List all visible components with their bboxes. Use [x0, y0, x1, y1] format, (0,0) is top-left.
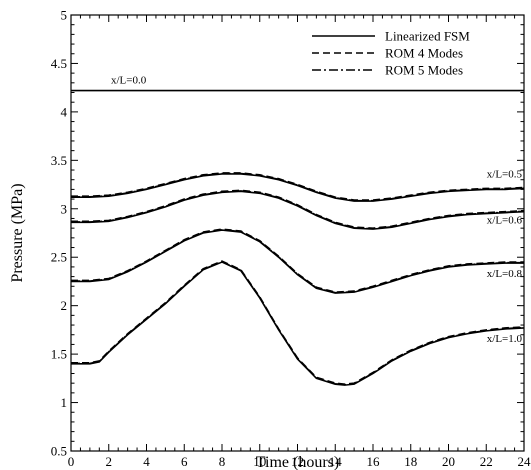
curve-linearized-fsm [71, 173, 525, 202]
x-tick-label: 8 [219, 454, 226, 469]
curve-label: x/L=0.0 [111, 75, 147, 87]
curve-rom-4-modes [71, 260, 525, 385]
y-tick-label: 3.5 [51, 153, 67, 168]
curve-rom-4-modes [71, 189, 525, 229]
legend-label: ROM 4 Modes [385, 46, 463, 61]
x-tick-label: 0 [68, 454, 75, 469]
y-tick-label: 3 [61, 201, 68, 216]
curve-rom-5-modes [71, 228, 524, 294]
y-tick-label: 4.5 [51, 56, 67, 71]
x-tick-label: 20 [442, 454, 455, 469]
y-tick-label: 0.5 [51, 444, 67, 459]
curves-layer: x/L=0.0 x/L=0.5 x/L=0.6 x/L=0.8 x/L=1.0 [71, 75, 525, 386]
y-tick-label: 1 [61, 395, 68, 410]
x-tick-label: 14 [329, 454, 343, 469]
ticks-layer: 0 2 4 6 8 10 12 14 16 18 20 22 240.511.522.533.544.5… [51, 8, 531, 470]
x-tick-label: 4 [143, 454, 150, 469]
curve-linearized-fsm [71, 190, 525, 230]
curve-rom-5-modes [71, 260, 525, 386]
y-tick-label: 2.5 [51, 250, 67, 265]
x-axis-title: Time (hours) [256, 454, 339, 470]
curve-label: x/L=1.0 [487, 333, 523, 345]
curve-label: x/L=0.6 [487, 215, 523, 227]
y-tick-label: 5 [61, 8, 68, 23]
x-tick-label: 12 [291, 454, 304, 469]
x-tick-label: 24 [518, 454, 531, 469]
y-axis-title: Pressure (MPa) [9, 183, 26, 282]
legend-label: Linearized FSM [385, 29, 470, 44]
x-tick-label: 16 [367, 454, 381, 469]
y-tick-label: 2 [61, 298, 68, 313]
curve-label: x/L=0.8 [487, 268, 523, 280]
x-tick-label: 22 [480, 454, 493, 469]
x-tick-label: 18 [404, 454, 417, 469]
x-tick-label: 10 [253, 454, 266, 469]
y-tick-label: 4 [61, 104, 68, 119]
curve-rom-4-modes [71, 228, 524, 293]
curve-label: x/L=0.5 [487, 168, 523, 180]
legend: Linearized FSM ROM 4 Modes ROM 5 Modes [312, 29, 470, 78]
y-tick-label: 1.5 [51, 347, 67, 362]
legend-label: ROM 5 Modes [385, 63, 463, 78]
x-tick-label: 2 [106, 454, 113, 469]
curve-linearized-fsm [71, 229, 524, 294]
curve-rom-5-modes [71, 172, 525, 202]
x-tick-label: 6 [181, 454, 188, 469]
curve-rom-5-modes [71, 190, 525, 230]
curve-rom-4-modes [71, 172, 525, 201]
